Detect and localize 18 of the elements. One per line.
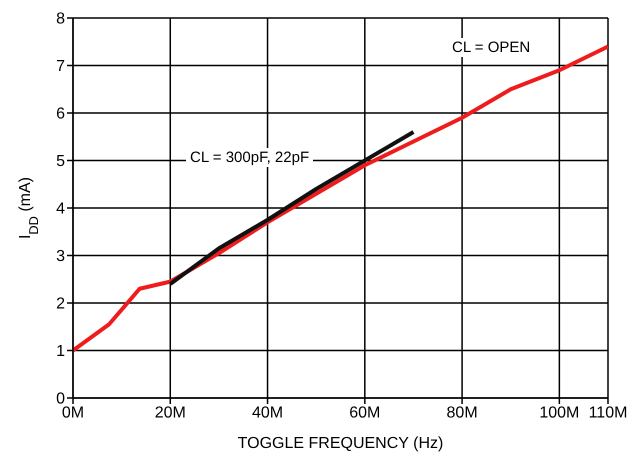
y-tick-label: 3	[56, 248, 66, 266]
x-tick-label: 110M	[588, 404, 628, 422]
y-tick-label: 5	[56, 153, 66, 170]
x-tick-label: 80M	[446, 404, 478, 422]
x-tick-label: 20M	[154, 404, 186, 422]
y-tick-label: 6	[56, 106, 66, 123]
x-tick-label: 60M	[349, 404, 380, 422]
x-tick-label: 40M	[252, 404, 284, 422]
y-tick-label: 1	[56, 343, 66, 360]
annotation: CL = 300pF, 22pF	[186, 148, 314, 167]
y-tick-label: 4	[56, 200, 66, 218]
x-axis-title: TOGGLE FREQUENCY (Hz)	[238, 435, 444, 452]
y-tick-label: 7	[56, 58, 66, 76]
line-series	[168, 130, 416, 286]
annotation: CL = OPEN	[448, 38, 534, 57]
x-tick-label: 100M	[539, 404, 580, 422]
y-tick-label: 8	[56, 10, 66, 28]
y-tick-label: 2	[56, 296, 66, 313]
